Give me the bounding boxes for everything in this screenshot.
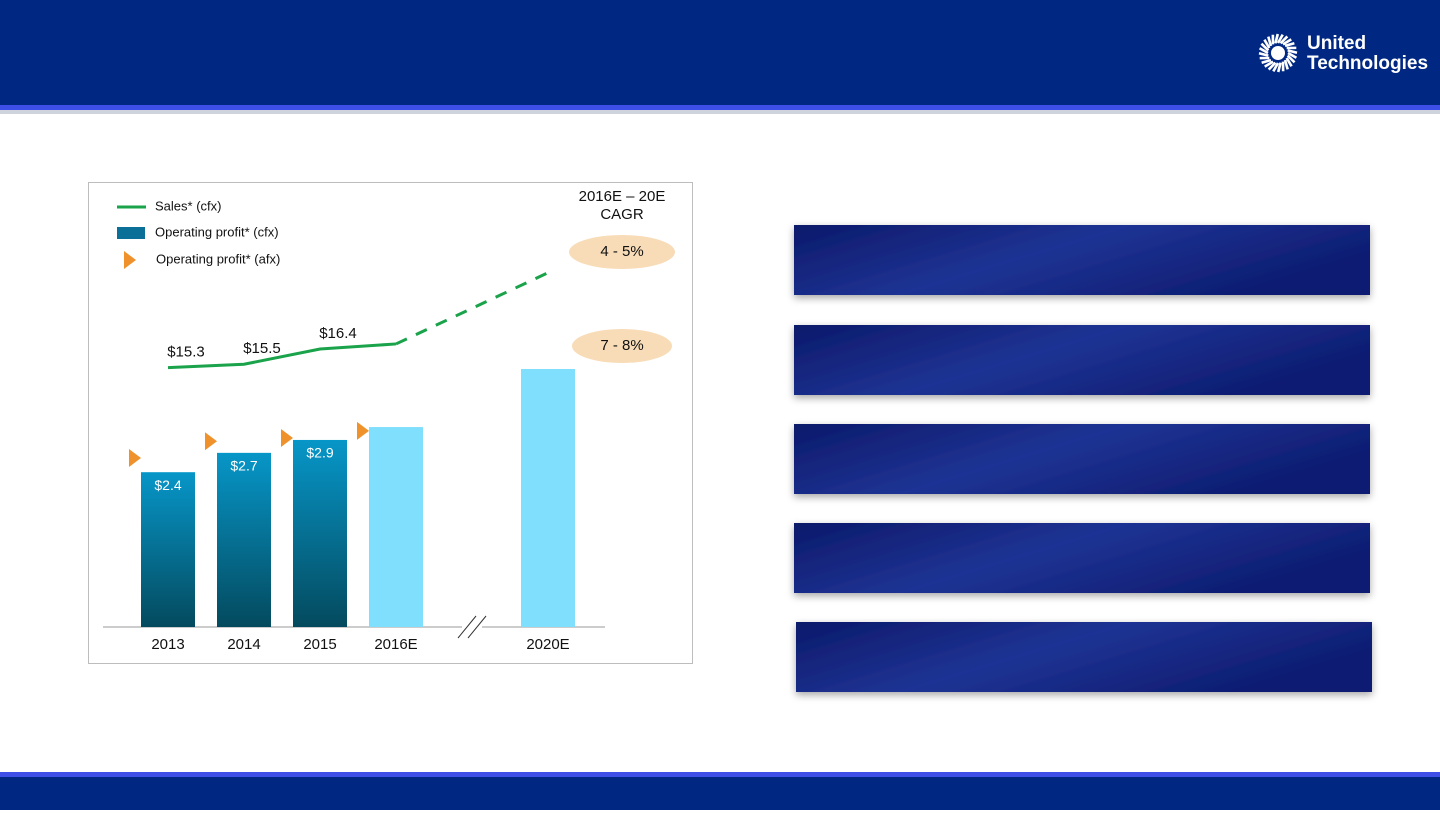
bar-value-label: $2.7 [230,458,257,474]
cagr-title: 2016E – 20E [579,188,666,205]
x-tick-label: 2016E [374,636,417,653]
text-box [794,424,1370,494]
footer-band [0,777,1440,810]
bar-value-label: $2.9 [306,445,333,461]
x-tick-label: 2013 [151,636,184,653]
legend-label: Operating profit* (afx) [156,251,280,266]
x-tick-label: 2015 [303,636,336,653]
text-box [796,622,1372,692]
text-box [794,523,1370,593]
line-value-label: $16.4 [319,325,357,342]
cagr-label: 7 - 8% [600,337,643,354]
line-value-label: $15.5 [243,340,281,357]
cagr-title: CAGR [600,206,644,223]
bar [369,427,423,627]
legend-label: Operating profit* (cfx) [155,224,279,239]
bar [293,440,347,627]
bar [521,369,575,627]
logo-text: Technologies [1307,53,1428,74]
bar-value-label: $2.4 [154,477,181,493]
line-value-label: $15.3 [167,344,205,361]
bar [141,472,195,627]
text-box [794,325,1370,395]
logo-text: United [1307,33,1366,54]
header-band [0,0,1440,105]
header-stripe [0,105,1440,110]
header-shadow [0,110,1440,114]
cagr-label: 4 - 5% [600,243,643,260]
x-tick-label: 2014 [227,636,260,653]
text-box [794,225,1370,295]
footer-stripe [0,772,1440,777]
bar [217,453,271,627]
legend-label: Sales* (cfx) [155,198,221,213]
legend-swatch [117,227,145,239]
x-tick-label: 2020E [526,636,569,653]
